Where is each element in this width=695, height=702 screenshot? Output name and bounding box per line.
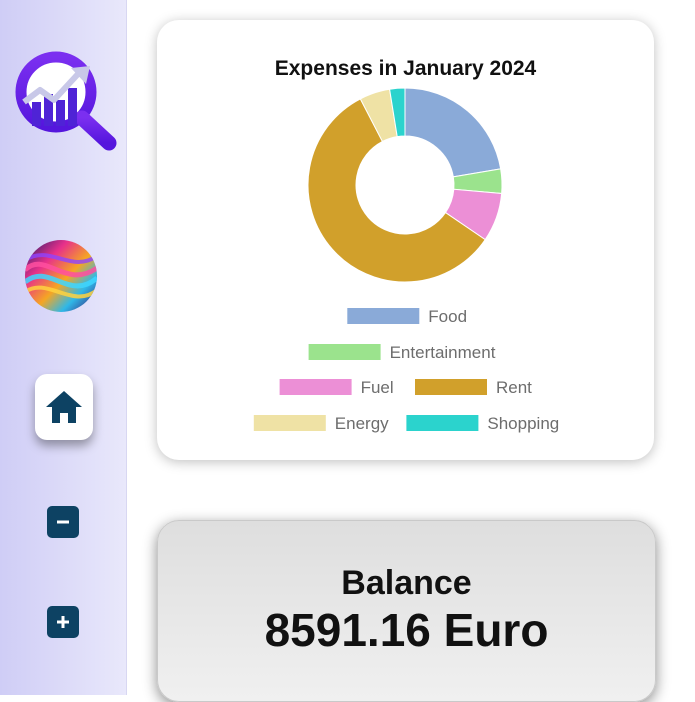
legend-label-energy[interactable]: Energy <box>335 414 389 433</box>
zoom-in-button[interactable] <box>47 606 79 638</box>
minus-icon <box>57 520 69 524</box>
balance-value: 8591.16 Euro <box>264 604 549 656</box>
legend-label-fuel[interactable]: Fuel <box>361 378 394 397</box>
home-button[interactable] <box>35 374 93 440</box>
analytics-search-icon[interactable] <box>8 44 118 154</box>
zoom-out-button[interactable] <box>47 506 79 538</box>
slice-rent[interactable] <box>307 98 486 283</box>
balance-title: Balance <box>341 564 472 602</box>
plus-icon <box>57 616 69 628</box>
legend-label-food[interactable]: Food <box>428 307 467 326</box>
home-icon <box>46 391 82 423</box>
expenses-donut-chart: Food Entertainment Fuel Rent Energy Shopping <box>253 87 559 433</box>
chart-title: Expenses in January 2024 <box>274 57 537 80</box>
balance-card: Balance 8591.16 Euro <box>157 520 656 702</box>
legend-label-rent[interactable]: Rent <box>496 378 532 397</box>
legend-swatch-fuel[interactable] <box>279 379 352 395</box>
slice-shopping[interactable] <box>389 87 406 138</box>
sidebar <box>0 0 127 695</box>
slice-food[interactable] <box>404 87 502 178</box>
legend-swatch-rent[interactable] <box>415 379 487 395</box>
colorful-swirl-avatar[interactable] <box>25 240 97 312</box>
legend-swatch-energy[interactable] <box>253 415 326 431</box>
legend-label-entertainment[interactable]: Entertainment <box>390 343 496 362</box>
legend-swatch-entertainment[interactable] <box>308 344 381 360</box>
legend-swatch-shopping[interactable] <box>406 415 479 431</box>
legend-label-shopping[interactable]: Shopping <box>487 414 559 433</box>
expenses-chart-card: Expenses in January 2024 Food Entertainme… <box>157 20 654 460</box>
legend-swatch-food[interactable] <box>347 308 420 324</box>
